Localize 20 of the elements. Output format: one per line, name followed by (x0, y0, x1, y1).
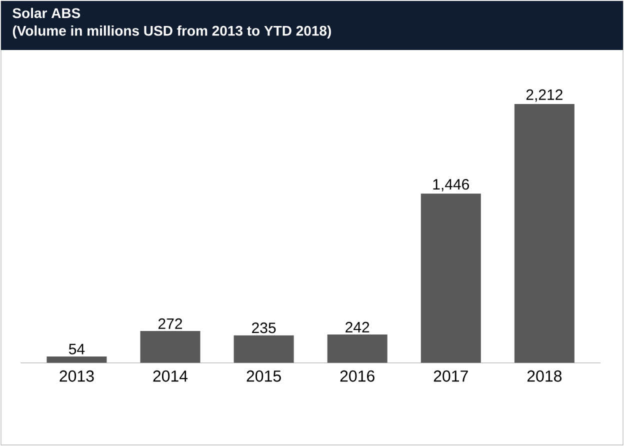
x-tick-label: 2015 (246, 370, 281, 382)
data-label: 2,212 (526, 89, 562, 102)
x-tick-label: 2016 (340, 370, 374, 382)
data-label: 235 (252, 322, 276, 334)
x-tick-label: 2017 (434, 370, 468, 382)
bar (140, 331, 200, 363)
chart-title: Solar ABS (12, 8, 80, 18)
bar (420, 194, 481, 363)
x-tick-label: 2018 (527, 370, 562, 382)
bar (46, 356, 107, 363)
x-tick-label: 2013 (60, 370, 94, 382)
chart-subtitle: (Volume in millions USD from 2013 to YTD 2018) (12, 25, 331, 39)
data-label: 272 (158, 318, 182, 329)
data-label: 1,446 (433, 179, 470, 192)
bar (327, 334, 388, 363)
data-label: 242 (346, 322, 370, 332)
bar (514, 104, 574, 363)
bar (234, 335, 294, 363)
x-tick-label: 2014 (153, 370, 188, 382)
data-label: 54 (68, 344, 85, 354)
